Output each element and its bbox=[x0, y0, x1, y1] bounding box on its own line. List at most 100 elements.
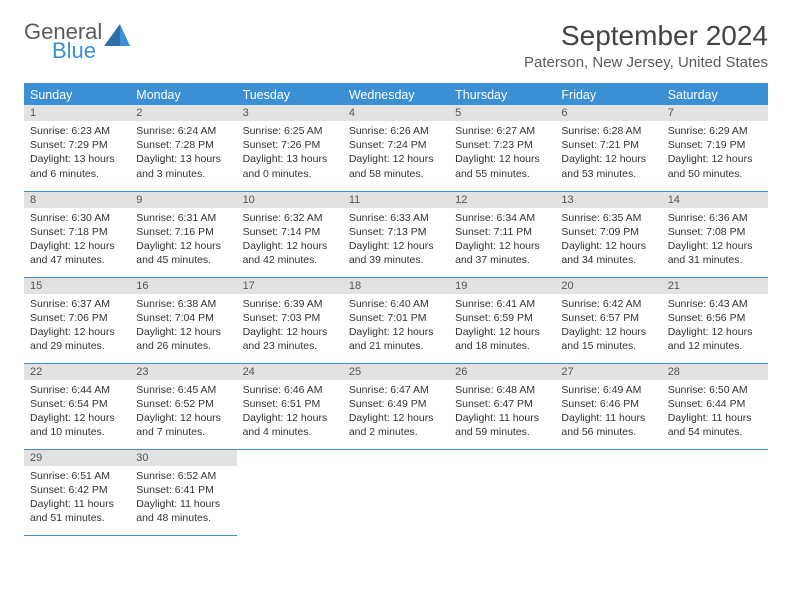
calendar-row: 22Sunrise: 6:44 AMSunset: 6:54 PMDayligh… bbox=[24, 363, 768, 449]
day-day2: and 48 minutes. bbox=[136, 511, 230, 525]
day-sunset: Sunset: 7:29 PM bbox=[30, 138, 124, 152]
day-day1: Daylight: 13 hours bbox=[136, 152, 230, 166]
calendar-cell bbox=[343, 449, 449, 535]
weekday-header-row: Sunday Monday Tuesday Wednesday Thursday… bbox=[24, 84, 768, 105]
day-day1: Daylight: 12 hours bbox=[668, 325, 762, 339]
calendar-cell bbox=[555, 449, 661, 535]
day-number: 8 bbox=[24, 192, 130, 208]
title-block: September 2024 Paterson, New Jersey, Uni… bbox=[524, 20, 768, 71]
weekday-heading: Wednesday bbox=[343, 84, 449, 105]
day-sunrise: Sunrise: 6:47 AM bbox=[349, 383, 443, 397]
day-number: 20 bbox=[555, 278, 661, 294]
day-sunset: Sunset: 7:26 PM bbox=[243, 138, 337, 152]
day-day2: and 18 minutes. bbox=[455, 339, 549, 353]
day-sunrise: Sunrise: 6:23 AM bbox=[30, 124, 124, 138]
day-day1: Daylight: 12 hours bbox=[561, 325, 655, 339]
day-day1: Daylight: 12 hours bbox=[455, 152, 549, 166]
day-day2: and 23 minutes. bbox=[243, 339, 337, 353]
day-details: Sunrise: 6:25 AMSunset: 7:26 PMDaylight:… bbox=[237, 121, 343, 185]
day-day1: Daylight: 11 hours bbox=[30, 497, 124, 511]
brand-logo: General Blue bbox=[24, 20, 130, 62]
day-details: Sunrise: 6:51 AMSunset: 6:42 PMDaylight:… bbox=[24, 466, 130, 530]
day-sunrise: Sunrise: 6:24 AM bbox=[136, 124, 230, 138]
day-number: 18 bbox=[343, 278, 449, 294]
weekday-heading: Tuesday bbox=[237, 84, 343, 105]
day-details: Sunrise: 6:36 AMSunset: 7:08 PMDaylight:… bbox=[662, 208, 768, 272]
calendar-cell: 28Sunrise: 6:50 AMSunset: 6:44 PMDayligh… bbox=[662, 363, 768, 449]
day-day2: and 47 minutes. bbox=[30, 253, 124, 267]
day-day2: and 58 minutes. bbox=[349, 167, 443, 181]
day-sunset: Sunset: 7:24 PM bbox=[349, 138, 443, 152]
day-details: Sunrise: 6:48 AMSunset: 6:47 PMDaylight:… bbox=[449, 380, 555, 444]
calendar-cell: 12Sunrise: 6:34 AMSunset: 7:11 PMDayligh… bbox=[449, 191, 555, 277]
day-day2: and 2 minutes. bbox=[349, 425, 443, 439]
day-sunrise: Sunrise: 6:28 AM bbox=[561, 124, 655, 138]
day-sunrise: Sunrise: 6:35 AM bbox=[561, 211, 655, 225]
day-sunset: Sunset: 6:57 PM bbox=[561, 311, 655, 325]
day-sunrise: Sunrise: 6:25 AM bbox=[243, 124, 337, 138]
day-day1: Daylight: 12 hours bbox=[243, 325, 337, 339]
day-details: Sunrise: 6:34 AMSunset: 7:11 PMDaylight:… bbox=[449, 208, 555, 272]
calendar-row: 1Sunrise: 6:23 AMSunset: 7:29 PMDaylight… bbox=[24, 105, 768, 191]
day-sunrise: Sunrise: 6:43 AM bbox=[668, 297, 762, 311]
day-details: Sunrise: 6:26 AMSunset: 7:24 PMDaylight:… bbox=[343, 121, 449, 185]
day-sunrise: Sunrise: 6:49 AM bbox=[561, 383, 655, 397]
day-number: 30 bbox=[130, 450, 236, 466]
day-day2: and 39 minutes. bbox=[349, 253, 443, 267]
day-sunset: Sunset: 7:14 PM bbox=[243, 225, 337, 239]
day-day2: and 4 minutes. bbox=[243, 425, 337, 439]
day-day1: Daylight: 11 hours bbox=[136, 497, 230, 511]
day-day1: Daylight: 12 hours bbox=[455, 325, 549, 339]
day-details: Sunrise: 6:40 AMSunset: 7:01 PMDaylight:… bbox=[343, 294, 449, 358]
day-sunrise: Sunrise: 6:26 AM bbox=[349, 124, 443, 138]
day-sunrise: Sunrise: 6:30 AM bbox=[30, 211, 124, 225]
day-day1: Daylight: 12 hours bbox=[30, 411, 124, 425]
day-number: 27 bbox=[555, 364, 661, 380]
day-sunset: Sunset: 6:41 PM bbox=[136, 483, 230, 497]
day-sunset: Sunset: 6:56 PM bbox=[668, 311, 762, 325]
day-day1: Daylight: 12 hours bbox=[668, 152, 762, 166]
day-day1: Daylight: 12 hours bbox=[349, 152, 443, 166]
day-sunset: Sunset: 6:59 PM bbox=[455, 311, 549, 325]
day-sunset: Sunset: 7:11 PM bbox=[455, 225, 549, 239]
day-sunset: Sunset: 7:23 PM bbox=[455, 138, 549, 152]
day-number: 12 bbox=[449, 192, 555, 208]
calendar-cell: 2Sunrise: 6:24 AMSunset: 7:28 PMDaylight… bbox=[130, 105, 236, 191]
day-details: Sunrise: 6:50 AMSunset: 6:44 PMDaylight:… bbox=[662, 380, 768, 444]
day-number: 9 bbox=[130, 192, 236, 208]
day-day1: Daylight: 13 hours bbox=[243, 152, 337, 166]
day-sunset: Sunset: 7:06 PM bbox=[30, 311, 124, 325]
day-number: 24 bbox=[237, 364, 343, 380]
logo-text-block: General Blue bbox=[24, 20, 102, 62]
day-details: Sunrise: 6:27 AMSunset: 7:23 PMDaylight:… bbox=[449, 121, 555, 185]
calendar-cell: 27Sunrise: 6:49 AMSunset: 6:46 PMDayligh… bbox=[555, 363, 661, 449]
day-day2: and 29 minutes. bbox=[30, 339, 124, 353]
calendar-cell: 9Sunrise: 6:31 AMSunset: 7:16 PMDaylight… bbox=[130, 191, 236, 277]
day-day1: Daylight: 12 hours bbox=[349, 325, 443, 339]
calendar-cell: 19Sunrise: 6:41 AMSunset: 6:59 PMDayligh… bbox=[449, 277, 555, 363]
day-day2: and 6 minutes. bbox=[30, 167, 124, 181]
day-day1: Daylight: 12 hours bbox=[243, 239, 337, 253]
logo-triangle-icon bbox=[104, 24, 130, 46]
day-sunrise: Sunrise: 6:40 AM bbox=[349, 297, 443, 311]
day-sunset: Sunset: 7:01 PM bbox=[349, 311, 443, 325]
day-sunset: Sunset: 6:54 PM bbox=[30, 397, 124, 411]
day-number: 3 bbox=[237, 105, 343, 121]
day-details: Sunrise: 6:44 AMSunset: 6:54 PMDaylight:… bbox=[24, 380, 130, 444]
day-sunrise: Sunrise: 6:45 AM bbox=[136, 383, 230, 397]
day-sunset: Sunset: 6:47 PM bbox=[455, 397, 549, 411]
day-sunrise: Sunrise: 6:44 AM bbox=[30, 383, 124, 397]
day-sunset: Sunset: 7:04 PM bbox=[136, 311, 230, 325]
day-sunrise: Sunrise: 6:31 AM bbox=[136, 211, 230, 225]
calendar-cell: 15Sunrise: 6:37 AMSunset: 7:06 PMDayligh… bbox=[24, 277, 130, 363]
day-day1: Daylight: 12 hours bbox=[349, 411, 443, 425]
day-day2: and 0 minutes. bbox=[243, 167, 337, 181]
day-sunrise: Sunrise: 6:29 AM bbox=[668, 124, 762, 138]
calendar-cell: 18Sunrise: 6:40 AMSunset: 7:01 PMDayligh… bbox=[343, 277, 449, 363]
calendar-cell: 25Sunrise: 6:47 AMSunset: 6:49 PMDayligh… bbox=[343, 363, 449, 449]
day-sunrise: Sunrise: 6:41 AM bbox=[455, 297, 549, 311]
day-sunrise: Sunrise: 6:51 AM bbox=[30, 469, 124, 483]
day-sunset: Sunset: 7:09 PM bbox=[561, 225, 655, 239]
calendar-cell: 30Sunrise: 6:52 AMSunset: 6:41 PMDayligh… bbox=[130, 449, 236, 535]
calendar-cell: 23Sunrise: 6:45 AMSunset: 6:52 PMDayligh… bbox=[130, 363, 236, 449]
